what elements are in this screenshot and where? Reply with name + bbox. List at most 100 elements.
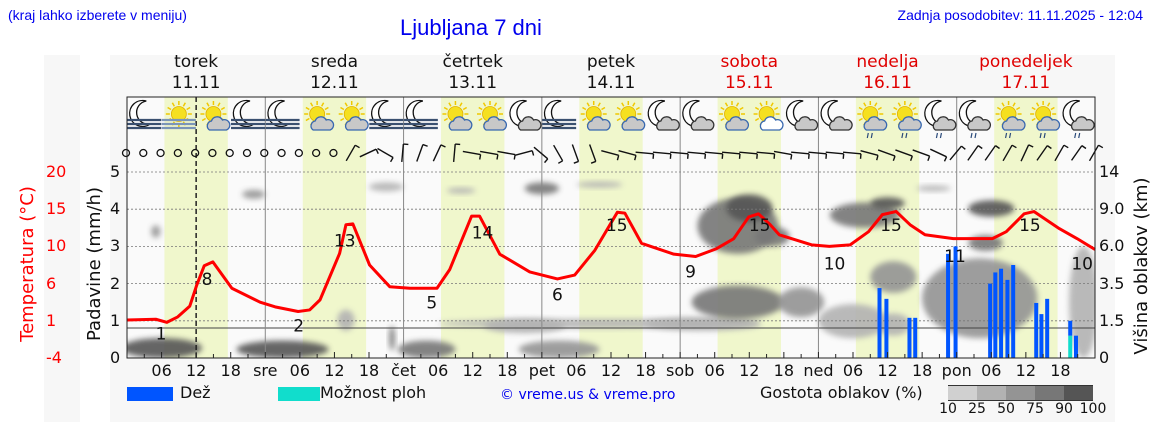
sun-ray <box>912 106 917 111</box>
x-tick-label: 12 <box>739 361 760 380</box>
sun-ray <box>874 102 878 107</box>
day-name: petek <box>586 52 636 72</box>
wind-shaft <box>842 151 862 155</box>
sun-ray <box>770 102 774 107</box>
sun-ray <box>305 106 310 111</box>
sun-cloud-icon <box>304 101 335 131</box>
wind-barb-icon <box>670 151 689 159</box>
sun-ray <box>1035 102 1040 107</box>
day-name: nedelja <box>856 52 919 72</box>
rain-tick: 5 <box>110 162 121 181</box>
calm-wind-icon <box>139 148 148 158</box>
wind-barb-icon <box>1002 144 1017 162</box>
x-tick-label: sre <box>253 361 278 380</box>
day-name: sobota <box>720 52 779 72</box>
x-tick-label: 06 <box>704 361 725 380</box>
x-tick-label: 18 <box>635 361 656 380</box>
sun-ray <box>996 117 1002 122</box>
wind-feather <box>531 150 535 156</box>
x-tick-label: 12 <box>462 361 483 380</box>
cloud-shape <box>898 116 922 131</box>
sun-cloud-rain-icon <box>995 101 1026 139</box>
cloud-shape <box>828 116 853 131</box>
cloud-patch <box>446 187 476 194</box>
cloud-patch <box>691 285 784 319</box>
density-step-label: 75 <box>1026 401 1044 417</box>
wind-barb-icon <box>756 151 776 159</box>
wind-barb-icon <box>377 147 394 163</box>
wind-barb-icon <box>704 151 724 159</box>
sun-ray <box>201 106 207 111</box>
wind-barb-icon <box>462 150 482 160</box>
rain-drop <box>1008 132 1012 139</box>
temp-tick: 10 <box>46 236 67 256</box>
cloud-tick: 0 <box>1099 348 1110 367</box>
cloud-tick: 1.5 <box>1099 310 1125 330</box>
x-tick-label: pon <box>941 361 972 380</box>
wind-shaft <box>687 151 706 155</box>
calm-wind-icon <box>329 148 338 158</box>
sun-ray <box>1031 106 1036 111</box>
moon-cloud-icon <box>785 99 819 131</box>
wind-barb-icon <box>739 151 758 159</box>
sun-cloud-rain-icon <box>891 101 922 139</box>
wind-feather <box>876 155 879 161</box>
moon-fog-icon <box>265 99 300 130</box>
sun-ray <box>773 106 779 111</box>
cloud-patch <box>389 325 395 351</box>
copyright-link[interactable]: © vreme.us & vreme.pro <box>500 387 676 403</box>
legend-density-label: Gostota oblakov (%) <box>760 383 923 402</box>
wind-shaft <box>929 148 947 158</box>
wind-shaft <box>618 149 637 157</box>
x-tick-label: čet <box>391 361 417 380</box>
wind-barb-icon <box>618 149 637 161</box>
wind-shaft <box>1036 145 1048 161</box>
wind-shaft <box>480 150 498 156</box>
moon-fog-icon <box>369 99 404 130</box>
wind-barb-icon <box>588 144 597 164</box>
wind-shaft <box>1020 144 1030 162</box>
wind-barb-icon <box>949 145 966 161</box>
sun-ray <box>1012 102 1016 107</box>
wind-barb-icon <box>601 149 620 161</box>
sun-cloud-icon <box>580 101 611 131</box>
cloud-patch <box>968 200 1015 217</box>
wind-barb-icon <box>401 143 409 163</box>
sun-ray <box>1015 106 1021 111</box>
wind-shaft <box>401 143 405 163</box>
wind-feather <box>995 145 1000 150</box>
density-step-label: 90 <box>1055 401 1073 417</box>
wind-barb-icon <box>514 149 535 157</box>
wind-shaft <box>553 144 564 162</box>
x-tick-label: 06 <box>566 361 587 380</box>
sun-cloud-icon <box>719 101 749 131</box>
sun-ray <box>478 106 483 111</box>
legend-rain-swatch <box>127 387 173 401</box>
cloud-shape <box>1001 116 1026 131</box>
density-swatch <box>1006 385 1035 401</box>
day-date: 11.11 <box>171 73 221 93</box>
rain-bar <box>1005 279 1010 358</box>
rain-tick: 4 <box>110 199 121 219</box>
cloud-patch <box>151 225 161 238</box>
location-hint[interactable]: (kraj lahko izberete v meniju) <box>8 7 187 23</box>
sun-ray <box>897 102 902 107</box>
day-date: 17.11 <box>1001 73 1051 93</box>
x-tick-label: 06 <box>289 361 311 380</box>
wind-barb-icon <box>984 145 1000 161</box>
wind-feather <box>1028 144 1034 148</box>
rain-drop <box>1078 132 1081 139</box>
moon-cloud-rain-icon <box>1062 99 1095 139</box>
cloud-shape <box>932 116 957 131</box>
legend-showers-label: Možnost ploh <box>320 383 427 402</box>
calm-wind-icon <box>208 148 217 158</box>
wind-feather <box>354 144 360 149</box>
wind-shaft <box>462 150 481 156</box>
temperature-label: 6 <box>552 286 563 306</box>
wind-barb-icon <box>416 143 428 162</box>
wind-shaft <box>967 145 979 161</box>
wind-shaft <box>377 147 394 159</box>
rain-drop <box>905 132 908 139</box>
sun-ray <box>171 102 176 107</box>
day-name: četrtek <box>442 52 503 72</box>
